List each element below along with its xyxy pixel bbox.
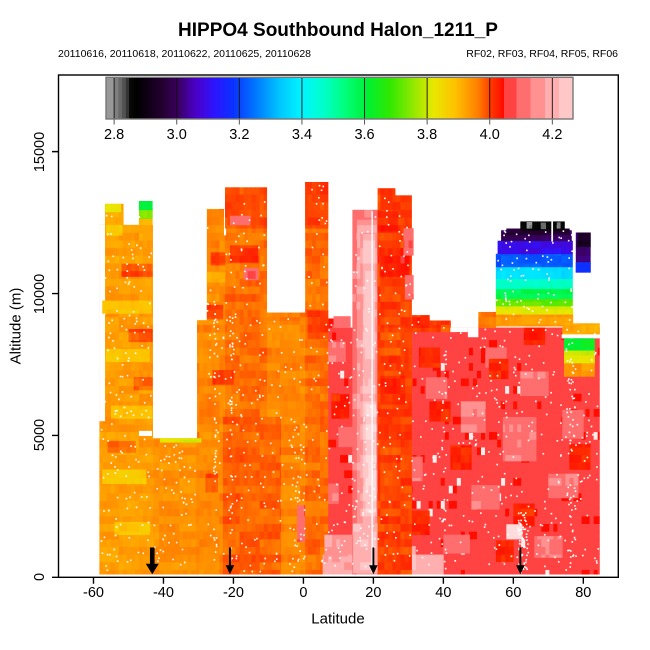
subtitle-dates: 20110616, 20110618, 20110622, 20110625, … (58, 48, 312, 60)
x-axis-title: Latitude (311, 610, 365, 628)
y-axis-title: Altitude (m) (7, 287, 25, 365)
page-title: HIPPO4 Southbound Halon_1211_P (178, 20, 498, 41)
subtitle-flights: RF02, RF03, RF04, RF05, RF06 (466, 48, 618, 60)
